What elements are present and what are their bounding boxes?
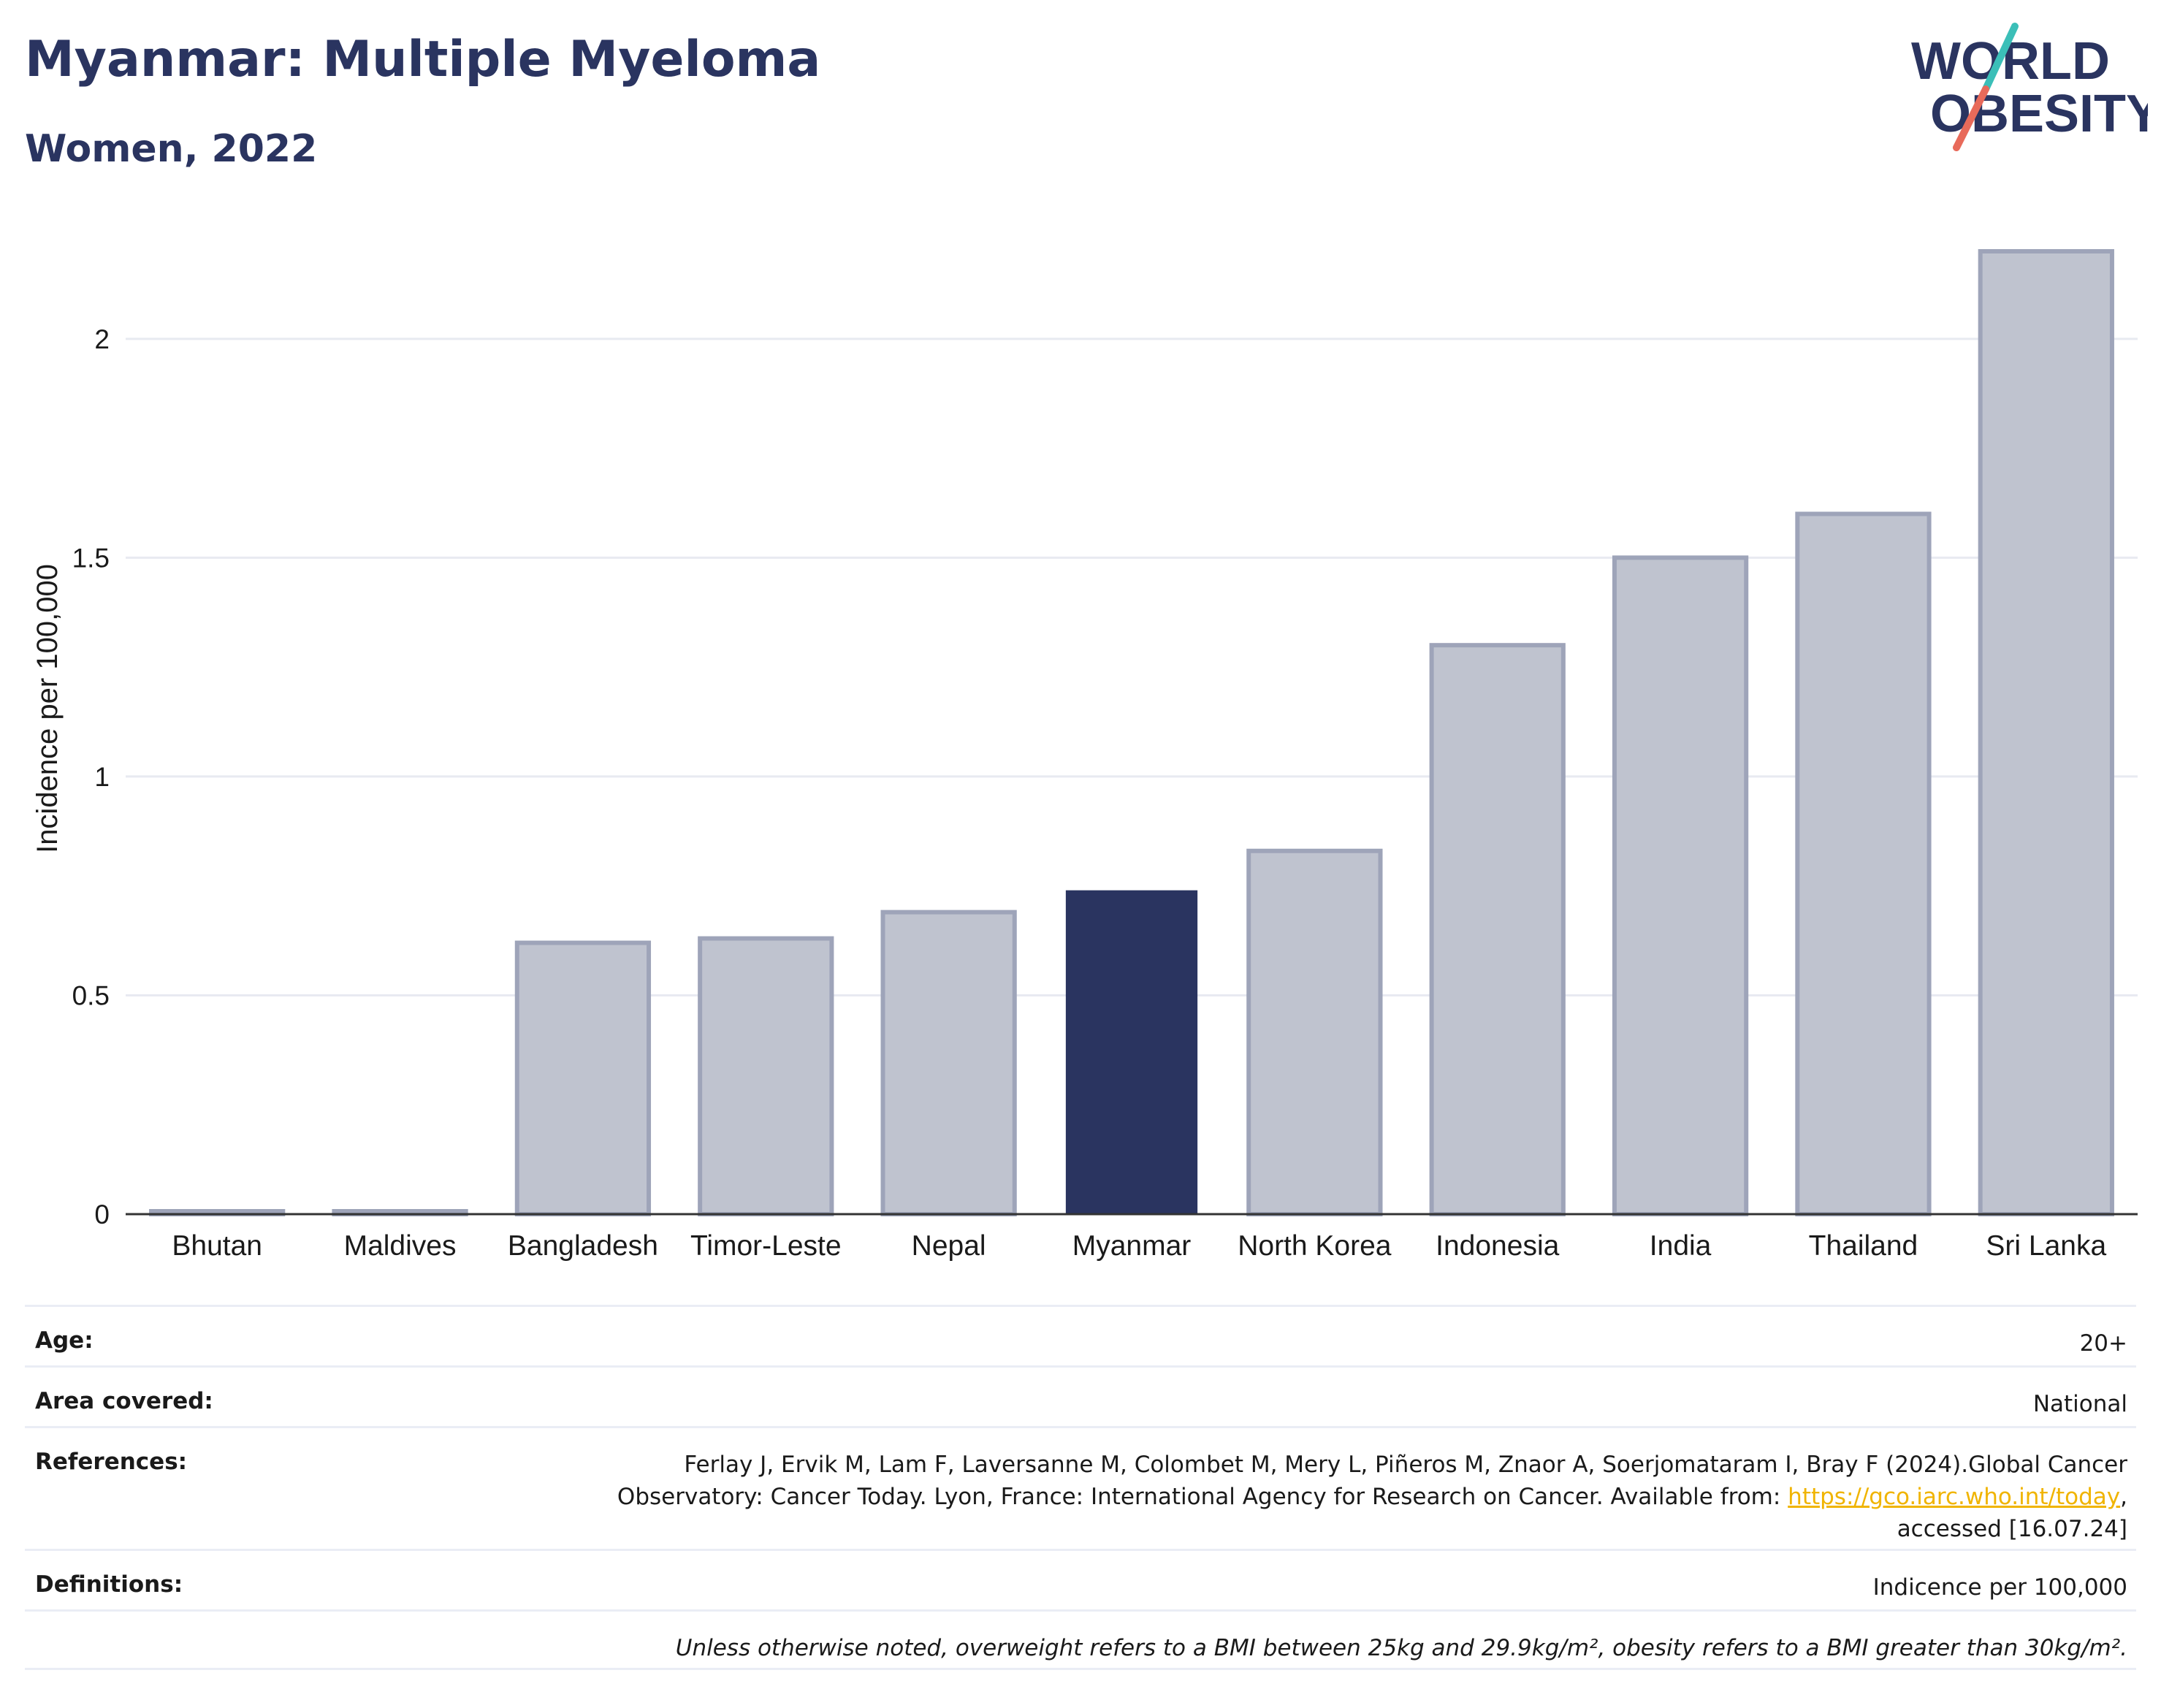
x-tick-label: Nepal [912, 1230, 986, 1262]
x-tick-label: India [1650, 1230, 1712, 1262]
bar-bangladesh [514, 940, 652, 1216]
page-subtitle: Women, 2022 [25, 127, 318, 171]
page-title: Myanmar: Multiple Myeloma [25, 31, 821, 88]
bar-nepal [880, 910, 1017, 1217]
info-row-age: Age: 20+ [25, 1305, 2136, 1365]
info-row-references: References: Ferlay J, Ervik M, Lam F, La… [25, 1426, 2136, 1549]
x-tick-label: Thailand [1809, 1230, 1918, 1262]
x-tick-label: Sri Lanka [1986, 1230, 2106, 1262]
references-value: Ferlay J, Ervik M, Lam F, Laversanne M, … [617, 1449, 2127, 1545]
bmi-note: Unless otherwise noted, overweight refer… [675, 1635, 2127, 1661]
bar-chart: 0 0.5 1 1.5 2 Bhutan Maldives Bangladesh Timor-L… [31, 249, 2138, 1262]
logo-slash-teal [1982, 23, 2019, 93]
info-table: Age: 20+ Area covered: National Referenc… [25, 1305, 2136, 1670]
definitions-value: Indicence per 100,000 [1872, 1574, 2127, 1601]
y-tick-label: 0 [94, 1200, 110, 1229]
bars-layer [149, 249, 2114, 1217]
references-text-3: , [2120, 1484, 2127, 1510]
age-label: Age: [35, 1327, 94, 1354]
bar-sri-lanka [1978, 249, 2114, 1216]
bar-india [1612, 555, 1749, 1216]
bar-indonesia [1429, 643, 1566, 1216]
x-tick-label: Maldives [344, 1230, 457, 1262]
x-tick-label: Indonesia [1436, 1230, 1559, 1262]
age-value: 20+ [2079, 1330, 2127, 1357]
bar-thailand [1795, 511, 1932, 1216]
y-tick-label: 1.5 [72, 543, 110, 573]
y-tick-label: 1 [94, 762, 110, 792]
info-row-area: Area covered: National [25, 1365, 2136, 1426]
x-tick-label: Timor-Leste [690, 1230, 842, 1262]
bar-north-korea [1246, 848, 1383, 1216]
y-tick-label: 0.5 [72, 980, 110, 1010]
bar-timor-leste [698, 936, 834, 1217]
y-axis-label: Incidence per 100,000 [31, 564, 64, 853]
x-tick-label: Bangladesh [508, 1230, 658, 1262]
world-obesity-logo: WORLD OBESITY [1911, 23, 2148, 151]
info-row-note: Unless otherwise noted, overweight refer… [25, 1609, 2136, 1670]
references-text-4: accessed [16.07.24] [1897, 1516, 2127, 1542]
x-tick-label: North Korea [1238, 1230, 1392, 1262]
x-tick-label: Myanmar [1072, 1230, 1192, 1262]
area-value: National [2032, 1391, 2127, 1417]
axis-layer: 0 0.5 1 1.5 2 Bhutan Maldives Bangladesh Timor-L… [72, 324, 2138, 1262]
references-label: References: [35, 1449, 188, 1475]
x-tick-label: Bhutan [172, 1230, 262, 1262]
bar-myanmar [1065, 890, 1198, 1214]
area-label: Area covered: [35, 1388, 213, 1414]
logo-slash-coral [1953, 85, 1989, 151]
y-tick-label: 2 [94, 324, 110, 354]
references-link[interactable]: https://gco.iarc.who.int/today [1788, 1484, 2121, 1510]
references-text-1: Ferlay J, Ervik M, Lam F, Laversanne M, … [684, 1452, 2127, 1478]
definitions-label: Definitions: [35, 1571, 183, 1598]
info-row-definitions: Definitions: Indicence per 100,000 [25, 1549, 2136, 1609]
references-text-2: Observatory: Cancer Today. Lyon, France:… [617, 1484, 1788, 1510]
